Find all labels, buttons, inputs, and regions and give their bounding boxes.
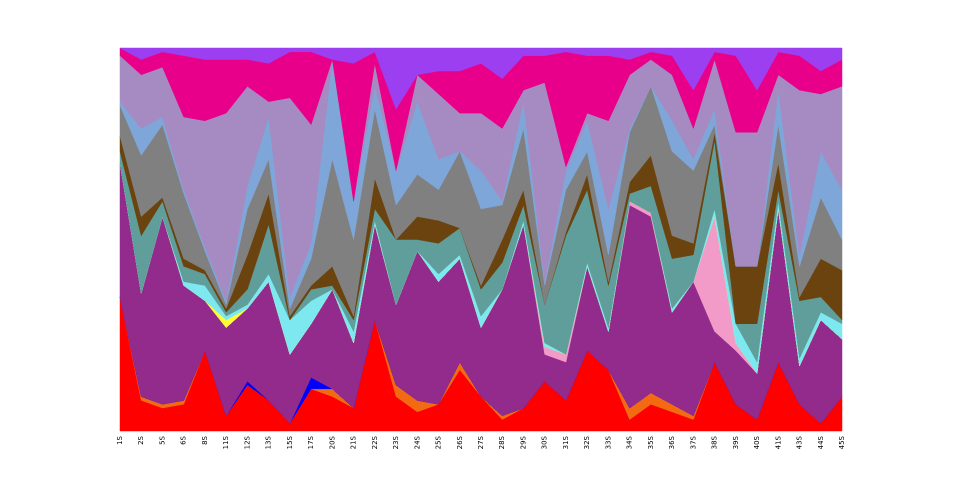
x-tick-label: 11S (222, 435, 230, 449)
x-tick-label: 17S (307, 435, 315, 449)
x-tick-label: 40S (753, 435, 761, 449)
x-tick-label: 6S (180, 435, 188, 444)
x-tick-label: 13S (265, 435, 273, 449)
x-tick-label: 35S (647, 435, 655, 449)
x-tick-label: 44S (817, 435, 825, 449)
x-tick-label: 33S (604, 435, 612, 449)
x-tick-label: 31S (562, 435, 570, 449)
x-tick-label: 1S (116, 435, 124, 444)
x-tick-label: 36S (668, 435, 676, 449)
plot-area (119, 47, 843, 432)
x-tick-label: 30S (541, 435, 549, 449)
x-tick-label: 20S (328, 435, 336, 449)
x-tick-label: 26S (456, 435, 464, 449)
x-tick-label: 23S (392, 435, 400, 449)
x-tick-label: 21S (350, 435, 358, 449)
area (119, 47, 843, 110)
x-tick-label: 22S (371, 435, 379, 449)
x-tick-label: 12S (243, 435, 251, 449)
x-tick-label: 34S (626, 435, 634, 449)
x-tick-label: 45S (838, 435, 846, 449)
x-tick-label: 41S (774, 435, 782, 449)
x-tick-label: 8S (201, 435, 209, 444)
x-tick-label: 38S (711, 435, 719, 449)
x-tick-label: 2S (137, 435, 145, 444)
x-tick-label: 5S (158, 435, 166, 444)
x-tick-label: 29S (519, 435, 527, 449)
x-tick-label: 24S (413, 435, 421, 449)
x-tick-label: 39S (732, 435, 740, 449)
x-tick-label: 43S (796, 435, 804, 449)
x-tick-label: 37S (689, 435, 697, 449)
x-tick-label: 32S (583, 435, 591, 449)
x-tick-label: 25S (435, 435, 443, 449)
x-tick-label: 27S (477, 435, 485, 449)
x-axis: 1S 2S 5S 6S 8S 11S 12S 13S 15S 17S 20S 21S 22S 23S 24S… (116, 435, 846, 449)
x-tick-label: 15S (286, 435, 294, 449)
x-tick-label: 28S (498, 435, 506, 449)
